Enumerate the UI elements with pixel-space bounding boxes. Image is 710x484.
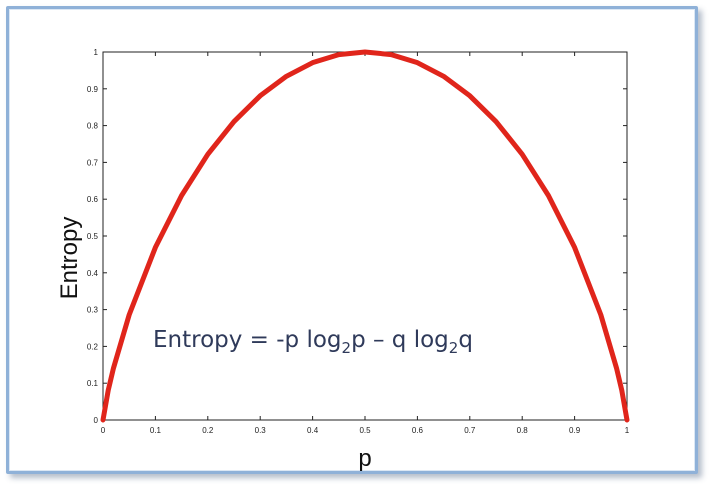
formula-middle: p – q log [351,327,449,353]
x-tick-label: 0.9 [569,426,581,435]
y-tick-label: 0.1 [87,379,99,388]
y-tick-label: 0 [94,416,99,425]
x-tick-label: 0 [101,426,106,435]
formula-subscript-1: 2 [342,339,352,357]
formula-prefix: Entropy = -p log [153,327,342,353]
y-tick-label: 0.7 [87,158,99,167]
x-tick-label: 0.3 [255,426,267,435]
x-tick-labels: 0 0.1 0.2 0.3 0.4 0.5 0.6 0.7 0.8 0.9 1 [101,426,630,435]
x-tick-label: 0.1 [150,426,162,435]
x-tick-label: 0.2 [202,426,214,435]
y-tick-labels: 0 0.1 0.2 0.3 0.4 0.5 0.6 0.7 0.8 0.9 1 [87,48,99,425]
formula-suffix: q [458,327,473,353]
x-tick-label: 0.6 [412,426,424,435]
y-tick-label: 0.5 [87,232,99,241]
y-tick-label: 0.2 [87,342,99,351]
series-line-entropy [100,49,630,423]
axis-ticks [102,51,628,421]
x-tick-label: 0.4 [307,426,319,435]
formula-subscript-2: 2 [449,339,459,357]
y-tick-label: 0.9 [87,85,99,94]
y-tick-label: 1 [94,48,99,57]
x-tick-label: 0.7 [464,426,476,435]
x-tick-label: 1 [625,426,630,435]
y-tick-label: 0.6 [87,195,99,204]
y-tick-label: 0.8 [87,122,99,131]
x-tick-label: 0.5 [359,426,371,435]
plot-area [102,51,628,421]
x-tick-label: 0.8 [517,426,529,435]
y-tick-label: 0.4 [87,269,99,278]
entropy-formula-annotation: Entropy = -p log2p – q log2q [153,327,473,357]
y-axis-label: Entropy [56,217,83,300]
y-tick-label: 0.3 [87,306,99,315]
x-axis-label: p [358,445,371,472]
figure-frame [6,6,698,474]
